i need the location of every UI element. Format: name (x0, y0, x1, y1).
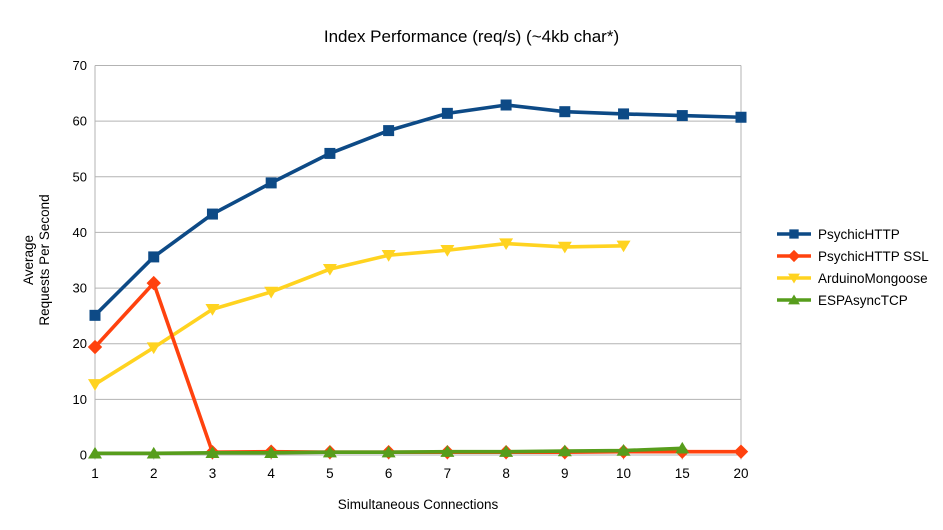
x-tick-label: 2 (150, 466, 158, 481)
series-line (93, 279, 741, 455)
data-point-marker (205, 446, 220, 458)
data-point-marker (500, 99, 512, 111)
x-tick-label: 1 (91, 466, 99, 481)
axes (94, 65, 742, 460)
y-axis-title: Requests Per Second (37, 194, 52, 325)
data-point-marker (322, 263, 337, 276)
y-tick-label: 70 (73, 58, 87, 73)
legend-item-psychichttp-ssl: PsychicHTTP SSL (776, 245, 929, 267)
data-point-marker (440, 245, 455, 257)
y-axis-title: Average (21, 235, 36, 285)
y-tick-label: 20 (73, 336, 87, 351)
data-point-marker (616, 240, 631, 253)
y-tick-label: 40 (73, 225, 87, 240)
series-PsychicHTTP SSL (87, 275, 749, 460)
x-tick-label: 3 (209, 466, 217, 481)
data-point-marker (264, 286, 279, 299)
data-point-marker (89, 309, 101, 321)
legend-marker-square-icon (777, 229, 811, 239)
legend-label: ArduinoMongoose (818, 270, 928, 286)
series-ESPAsyncTCP (88, 441, 690, 459)
data-point-marker (557, 241, 572, 254)
x-tick-label: 7 (444, 466, 452, 481)
data-point-marker (87, 339, 103, 355)
data-point-marker (148, 251, 160, 263)
data-point-marker (618, 108, 630, 120)
legend-marker-triangle-up-icon (777, 294, 811, 305)
legend-label: PsychicHTTP SSL (818, 248, 929, 264)
data-point-marker (440, 445, 455, 457)
data-point-marker (88, 446, 102, 459)
data-point-marker (146, 275, 161, 291)
data-point-marker (676, 110, 688, 122)
data-point-marker (265, 177, 277, 189)
data-point-marker (616, 444, 631, 456)
data-point-marker (146, 446, 161, 459)
data-point-marker (205, 304, 220, 316)
x-tick-label: 20 (733, 466, 748, 481)
data-point-marker (383, 125, 395, 137)
series-line (94, 241, 624, 386)
data-point-marker (441, 107, 453, 119)
series-PsychicHTTP (89, 99, 747, 321)
data-point-marker (381, 445, 396, 458)
data-point-marker (675, 441, 690, 454)
data-point-marker (264, 446, 279, 458)
legend-label: PsychicHTTP (818, 226, 900, 242)
legend: PsychicHTTP PsychicHTTP SSL ArduinoMongo… (776, 223, 929, 311)
gridlines (95, 65, 741, 456)
data-point-marker (735, 111, 747, 123)
tick-labels: 0 10 20 30 40 50 60 70 1 2 3 4 5 6 7 8 9 10 15 20 (73, 58, 749, 481)
legend-item-arduinomongoose: ArduinoMongoose (776, 267, 929, 289)
data-point-marker (324, 147, 336, 159)
y-tick-label: 30 (73, 281, 87, 296)
y-tick-label: 60 (73, 114, 87, 129)
y-tick-label: 10 (73, 392, 87, 407)
legend-label: ESPAsyncTCP (818, 292, 908, 308)
series-line (93, 103, 742, 317)
data-point-marker (733, 444, 749, 459)
x-tick-label: 15 (675, 466, 690, 481)
legend-marker-triangle-down-icon (777, 273, 811, 284)
legend-item-psychichttp: PsychicHTTP (776, 223, 929, 245)
data-point-marker (322, 445, 337, 458)
x-tick-label: 9 (561, 466, 569, 481)
data-point-marker (146, 342, 161, 355)
x-axis-title: Simultaneous Connections (338, 497, 499, 512)
x-tick-label: 5 (326, 466, 334, 481)
y-tick-label: 50 (73, 169, 87, 184)
y-tick-label: 0 (80, 448, 87, 463)
x-tick-label: 8 (502, 466, 510, 481)
data-point-marker (499, 238, 514, 251)
legend-marker-diamond-icon (777, 249, 811, 263)
series-ArduinoMongoose (88, 238, 631, 391)
x-tick-label: 10 (616, 466, 631, 481)
x-tick-label: 6 (385, 466, 393, 481)
data-point-marker (206, 208, 218, 220)
chart-title: Index Performance (req/s) (~4kb char*) (323, 27, 620, 46)
legend-item-espasynctcp: ESPAsyncTCP (776, 289, 929, 311)
data-point-marker (88, 379, 102, 391)
data-point-marker (499, 445, 514, 457)
data-point-marker (381, 250, 396, 262)
data-point-marker (557, 444, 572, 457)
x-tick-label: 4 (267, 466, 275, 481)
data-point-marker (559, 106, 571, 118)
